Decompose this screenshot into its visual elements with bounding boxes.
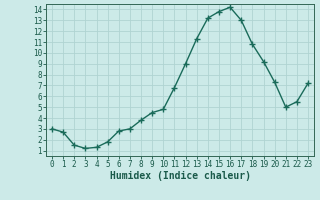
X-axis label: Humidex (Indice chaleur): Humidex (Indice chaleur) [109,171,251,181]
